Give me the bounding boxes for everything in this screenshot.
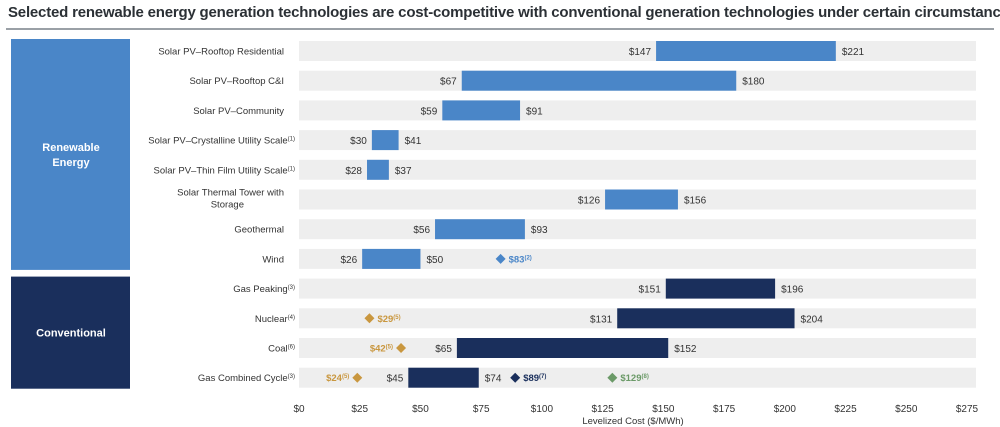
low-value-label-5: $126 [578, 196, 601, 207]
high-value-label-2: $91 [526, 106, 543, 117]
range-bar-0 [656, 41, 836, 61]
low-value-label-1: $67 [440, 77, 457, 88]
x-tick-label-10: $250 [895, 404, 918, 415]
row-label-8: Gas Peaking(3) [233, 284, 295, 295]
row-label-11: Gas Combined Cycle(3) [198, 373, 295, 384]
high-value-label-3: $41 [405, 136, 422, 147]
row-background-6 [299, 219, 976, 240]
row-label-10: Coal(6) [268, 344, 295, 355]
x-tick-label-5: $125 [592, 404, 615, 415]
marker-diamond-7-0 [495, 253, 506, 264]
x-tick-label-1: $25 [351, 404, 368, 415]
x-tick-label-9: $225 [834, 404, 857, 415]
x-tick-label-3: $75 [473, 404, 490, 415]
low-value-label-7: $26 [340, 255, 357, 266]
row-background-8 [299, 278, 976, 299]
range-bar-6 [435, 219, 525, 240]
marker-label-7-0: $83(2) [509, 254, 532, 265]
low-value-label-9: $131 [590, 314, 613, 325]
group-label-0: Energy [52, 157, 90, 169]
range-bar-11 [408, 367, 479, 388]
row-label-2: Solar PV–Community [193, 106, 284, 117]
range-bar-1 [461, 70, 737, 91]
high-value-label-8: $196 [781, 285, 804, 296]
low-value-label-6: $56 [413, 225, 430, 236]
range-bar-2 [442, 100, 521, 121]
range-bar-8 [665, 278, 776, 299]
range-bar-5 [605, 189, 678, 210]
low-value-label-8: $151 [639, 285, 662, 296]
row-label-7: Wind [262, 254, 284, 265]
row-label-5: Solar Thermal Tower with [177, 188, 284, 199]
low-value-label-2: $59 [421, 106, 438, 117]
high-value-label-9: $204 [801, 314, 824, 325]
row-label-6: Geothermal [234, 225, 284, 236]
range-bar-3 [371, 130, 399, 151]
low-value-label-11: $45 [387, 374, 404, 385]
row-background-2 [299, 100, 976, 121]
marker-diamond-11-2 [607, 372, 618, 383]
marker-label-11-1: $89(7) [523, 373, 546, 384]
high-value-label-11: $74 [485, 374, 502, 385]
row-label-4: Solar PV–Thin Film Utility Scale(1) [154, 165, 295, 176]
low-value-label-4: $28 [345, 166, 362, 177]
marker-diamond-10-0 [396, 343, 407, 353]
row-background-7 [299, 248, 976, 269]
low-value-label-10: $65 [435, 344, 452, 355]
marker-label-11-0: $24(5) [326, 373, 349, 384]
row-label-0: Solar PV–Rooftop Residential [158, 47, 284, 58]
x-tick-label-8: $200 [774, 404, 797, 415]
x-tick-label-2: $50 [412, 404, 429, 415]
row-background-3 [299, 130, 976, 151]
group-label-0: Renewable [42, 142, 99, 154]
marker-label-11-2: $129(8) [620, 373, 648, 384]
low-value-label-0: $147 [629, 47, 652, 58]
range-bar-7 [362, 248, 421, 269]
x-axis-label: Levelized Cost ($/MWh) [582, 416, 683, 427]
high-value-label-7: $50 [426, 255, 443, 266]
marker-label-9-0: $29(5) [377, 314, 400, 325]
high-value-label-5: $156 [684, 196, 707, 207]
x-tick-label-7: $175 [713, 404, 736, 415]
marker-label-10-0: $42(5) [370, 344, 393, 355]
range-bar-9 [617, 308, 795, 329]
row-label-9: Nuclear(4) [255, 314, 295, 325]
high-value-label-1: $180 [742, 77, 765, 88]
low-value-label-3: $30 [350, 136, 367, 147]
group-panel-0 [11, 39, 130, 270]
x-tick-label-0: $0 [293, 404, 305, 415]
high-value-label-10: $152 [674, 344, 697, 355]
high-value-label-6: $93 [531, 225, 548, 236]
row-label-1: Solar PV–Rooftop C&I [189, 76, 284, 87]
x-tick-label-6: $150 [652, 404, 675, 415]
marker-diamond-9-0 [364, 313, 375, 324]
high-value-label-0: $221 [842, 47, 865, 58]
range-bar-10 [456, 338, 669, 358]
x-tick-label-4: $100 [531, 404, 554, 415]
row-label-3: Solar PV–Crystalline Utility Scale(1) [148, 136, 295, 147]
group-panel-1 [11, 276, 130, 389]
marker-diamond-11-1 [510, 372, 521, 383]
high-value-label-4: $37 [395, 166, 412, 177]
title-divider [6, 28, 994, 30]
x-tick-label-11: $275 [956, 404, 979, 415]
chart-title: Selected renewable energy generation tec… [8, 4, 1000, 21]
row-label-line2-5: Storage [211, 200, 244, 211]
range-bar-4 [367, 159, 389, 180]
row-background-4 [299, 159, 976, 180]
marker-diamond-11-0 [352, 372, 363, 383]
group-label-1: Conventional [36, 328, 106, 340]
